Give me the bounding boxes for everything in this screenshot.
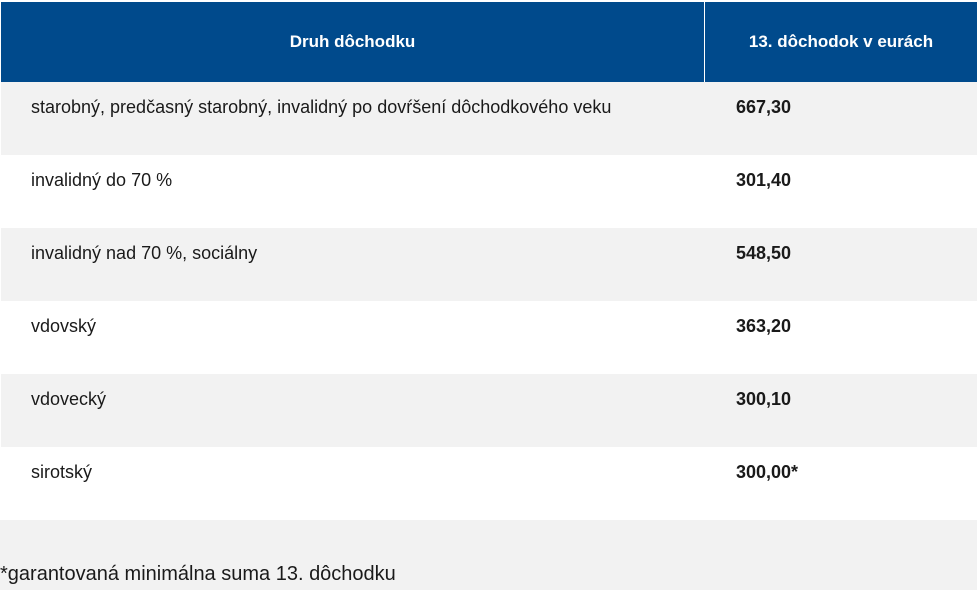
pension-table: Druh dôchodku 13. dôchodok v eurách star… bbox=[1, 2, 977, 520]
header-amount-eur: 13. dôchodok v eurách bbox=[748, 32, 934, 51]
table-header: Druh dôchodku 13. dôchodok v eurách bbox=[1, 2, 977, 82]
amount-cell: 300,00* bbox=[736, 462, 799, 482]
table-row: vdovecký 300,10 bbox=[1, 374, 977, 447]
table-row: sirotský 300,00* bbox=[1, 447, 977, 520]
header-pension-type: Druh dôchodku bbox=[1, 2, 705, 82]
footnote: *garantovaná minimálna suma 13. dôchodku bbox=[0, 561, 977, 590]
pension-type-cell: vdovecký bbox=[31, 389, 107, 409]
table-row: starobný, predčasný starobný, invalidný … bbox=[1, 82, 977, 155]
table-row: vdovský 363,20 bbox=[1, 301, 977, 374]
amount-cell: 667,30 bbox=[736, 97, 792, 117]
pension-type-cell: starobný, predčasný starobný, invalidný … bbox=[31, 97, 612, 117]
pension-type-cell: invalidný do 70 % bbox=[31, 170, 173, 190]
table-row: invalidný do 70 % 301,40 bbox=[1, 155, 977, 228]
amount-cell: 300,10 bbox=[736, 389, 792, 409]
pension-type-cell: sirotský bbox=[31, 462, 93, 482]
amount-cell: 363,20 bbox=[736, 316, 792, 336]
amount-cell: 301,40 bbox=[736, 170, 792, 190]
pension-type-cell: invalidný nad 70 %, sociálny bbox=[31, 243, 258, 263]
amount-cell: 548,50 bbox=[736, 243, 792, 263]
pension-type-cell: vdovský bbox=[31, 316, 97, 336]
table-row: invalidný nad 70 %, sociálny 548,50 bbox=[1, 228, 977, 301]
